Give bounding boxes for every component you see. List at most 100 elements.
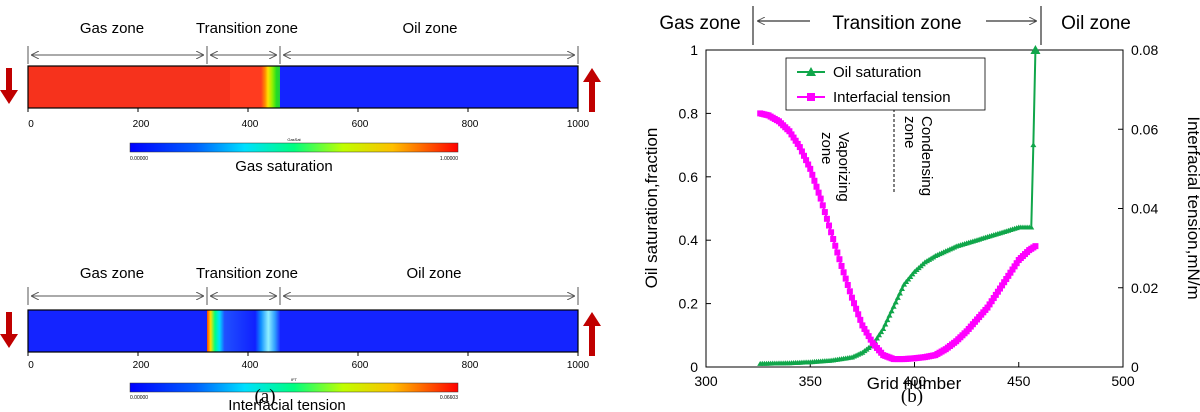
interfacial-tension-point <box>796 144 803 151</box>
interfacial-tension-point <box>1007 269 1014 276</box>
strip-tick-label: 0 <box>28 360 34 371</box>
interfacial-tension-point <box>819 202 826 209</box>
panel-b: Gas zone Transition zone Oil zone 300 350… <box>642 6 1200 407</box>
interfacial-tension-point <box>788 131 795 138</box>
interfacial-tension-point <box>846 288 853 295</box>
y-axis-label: Oil saturation,fraction <box>642 128 661 289</box>
strip-tick-label: 1000 <box>567 119 590 130</box>
colorbar-max: 1.00000 <box>440 156 458 162</box>
zone-label-oil: Oil zone <box>1061 13 1131 34</box>
strip-tick-label: 400 <box>242 119 259 130</box>
interfacial-tension-point <box>1032 243 1039 250</box>
interfacial-tension-point <box>815 189 822 196</box>
interfacial-tension-point <box>859 322 866 329</box>
interfacial-tension-point <box>830 236 837 243</box>
interfacial-tension-point <box>811 177 818 184</box>
y2-axis-label: Interfacial tension,mN/m <box>1184 116 1200 299</box>
interfacial-tension-point <box>842 275 849 282</box>
zone-label-oil: Oil zone <box>406 265 461 282</box>
strip-gas-region <box>28 310 207 352</box>
oil-saturation-point <box>1028 224 1035 230</box>
interfacial-tension-point <box>800 152 807 159</box>
interfacial-tension-point <box>798 148 805 155</box>
colorbar <box>129 382 459 393</box>
strip-tick-label: 200 <box>133 360 150 371</box>
colorbar-min: 0.00000 <box>130 395 148 401</box>
interfacial-tension-point <box>813 183 820 190</box>
interfacial-tension-point <box>855 311 862 318</box>
x-tick-label: 350 <box>799 373 823 389</box>
oil-saturation-point <box>894 294 901 300</box>
interfacial-tension-point <box>826 222 833 229</box>
strip-tick-label: 800 <box>462 119 479 130</box>
oil-saturation-point <box>892 299 899 305</box>
strip-tick-label: 400 <box>242 360 259 371</box>
interfacial-tension-point <box>986 301 993 308</box>
oil-saturation-point <box>888 308 895 314</box>
panel-caption: (a) <box>254 386 275 407</box>
y2-tick-label: 0 <box>1131 359 1139 375</box>
interfacial-tension-point <box>817 195 824 202</box>
strip-tick-label: 0 <box>28 119 34 130</box>
oil-saturation-point <box>909 271 916 277</box>
x-tick-label: 400 <box>903 373 927 389</box>
interfacial-tension-point <box>786 128 793 135</box>
gas-saturation-strip: Gas zone Transition zone Oil zone <box>0 20 601 175</box>
oil-saturation-point <box>878 329 885 335</box>
interfacial-tension-point <box>990 295 997 302</box>
zone-label-gas: Gas zone <box>80 20 144 37</box>
interfacial-tension-point <box>838 262 845 269</box>
series-layer <box>757 45 1041 366</box>
interfacial-tension-point <box>848 294 855 301</box>
interfacial-tension-point <box>836 256 843 263</box>
colorbar-label: Gas saturation <box>235 158 333 175</box>
strip-tick-label: 1000 <box>567 360 590 371</box>
interfacial-tension-point <box>792 137 799 144</box>
interfacial-tension-point <box>832 242 839 249</box>
y-tick-label: 1 <box>690 42 698 58</box>
interfacial-tension-point <box>851 300 858 307</box>
strip-oil-region <box>280 66 578 108</box>
y-tick-label: 0.6 <box>679 169 699 185</box>
interfacial-tension-point <box>844 281 851 288</box>
interfacial-tension-point <box>999 282 1006 289</box>
strip-tick-label: 800 <box>462 360 479 371</box>
oil-saturation-point <box>876 332 883 338</box>
legend-marker-ift <box>807 93 815 101</box>
interfacial-tension-point <box>1003 276 1010 283</box>
oil-saturation-point <box>907 273 914 279</box>
interfacial-tension-point <box>1005 272 1012 279</box>
interfacial-tension-strip: Gas zone Transition zone Oil zone <box>0 265 601 412</box>
legend-label-ift: Interfacial tension <box>833 89 951 106</box>
strip-oil-region <box>280 310 578 352</box>
y-tick-label: 0 <box>690 359 698 375</box>
interfacial-tension-point <box>994 288 1001 295</box>
strip-axis-ticks <box>27 352 579 356</box>
zone-label-transition: Transition zone <box>196 265 298 282</box>
zone-label-oil: Oil zone <box>402 20 457 37</box>
strip-gas-region <box>28 66 233 108</box>
zone-boundary-lines <box>752 6 1042 45</box>
up-arrow-icon <box>583 312 601 356</box>
interfacial-tension-point <box>853 305 860 312</box>
strip-transition-region <box>207 310 280 352</box>
strip-axis-ticks <box>27 108 579 112</box>
strip-transition-region <box>230 66 280 108</box>
oil-saturation-point <box>890 303 897 309</box>
strip-frame <box>27 309 579 353</box>
x-tick-label: 300 <box>694 373 718 389</box>
y2-tick-label: 0.02 <box>1131 280 1158 296</box>
annotation-vaporizing: Vaporizingzone <box>818 132 852 202</box>
y-tick-label: 0.8 <box>679 105 699 121</box>
y-tick-label: 0.4 <box>679 232 699 248</box>
interfacial-tension-point <box>834 249 841 256</box>
x-tick-label: 450 <box>1007 373 1031 389</box>
oil-saturation-point <box>873 335 880 341</box>
axis-ticks: 300 350 400 450 50000.20.40.60.8100.020.040.… <box>679 42 1159 389</box>
oil-saturation-point <box>884 317 891 323</box>
colorbar-label: Interfacial tension <box>228 397 346 412</box>
interfacial-tension-point <box>809 171 816 178</box>
annotation-condensing: Condensingzone <box>901 116 935 196</box>
down-arrow-icon <box>0 312 18 348</box>
y-tick-label: 0.2 <box>679 296 699 312</box>
